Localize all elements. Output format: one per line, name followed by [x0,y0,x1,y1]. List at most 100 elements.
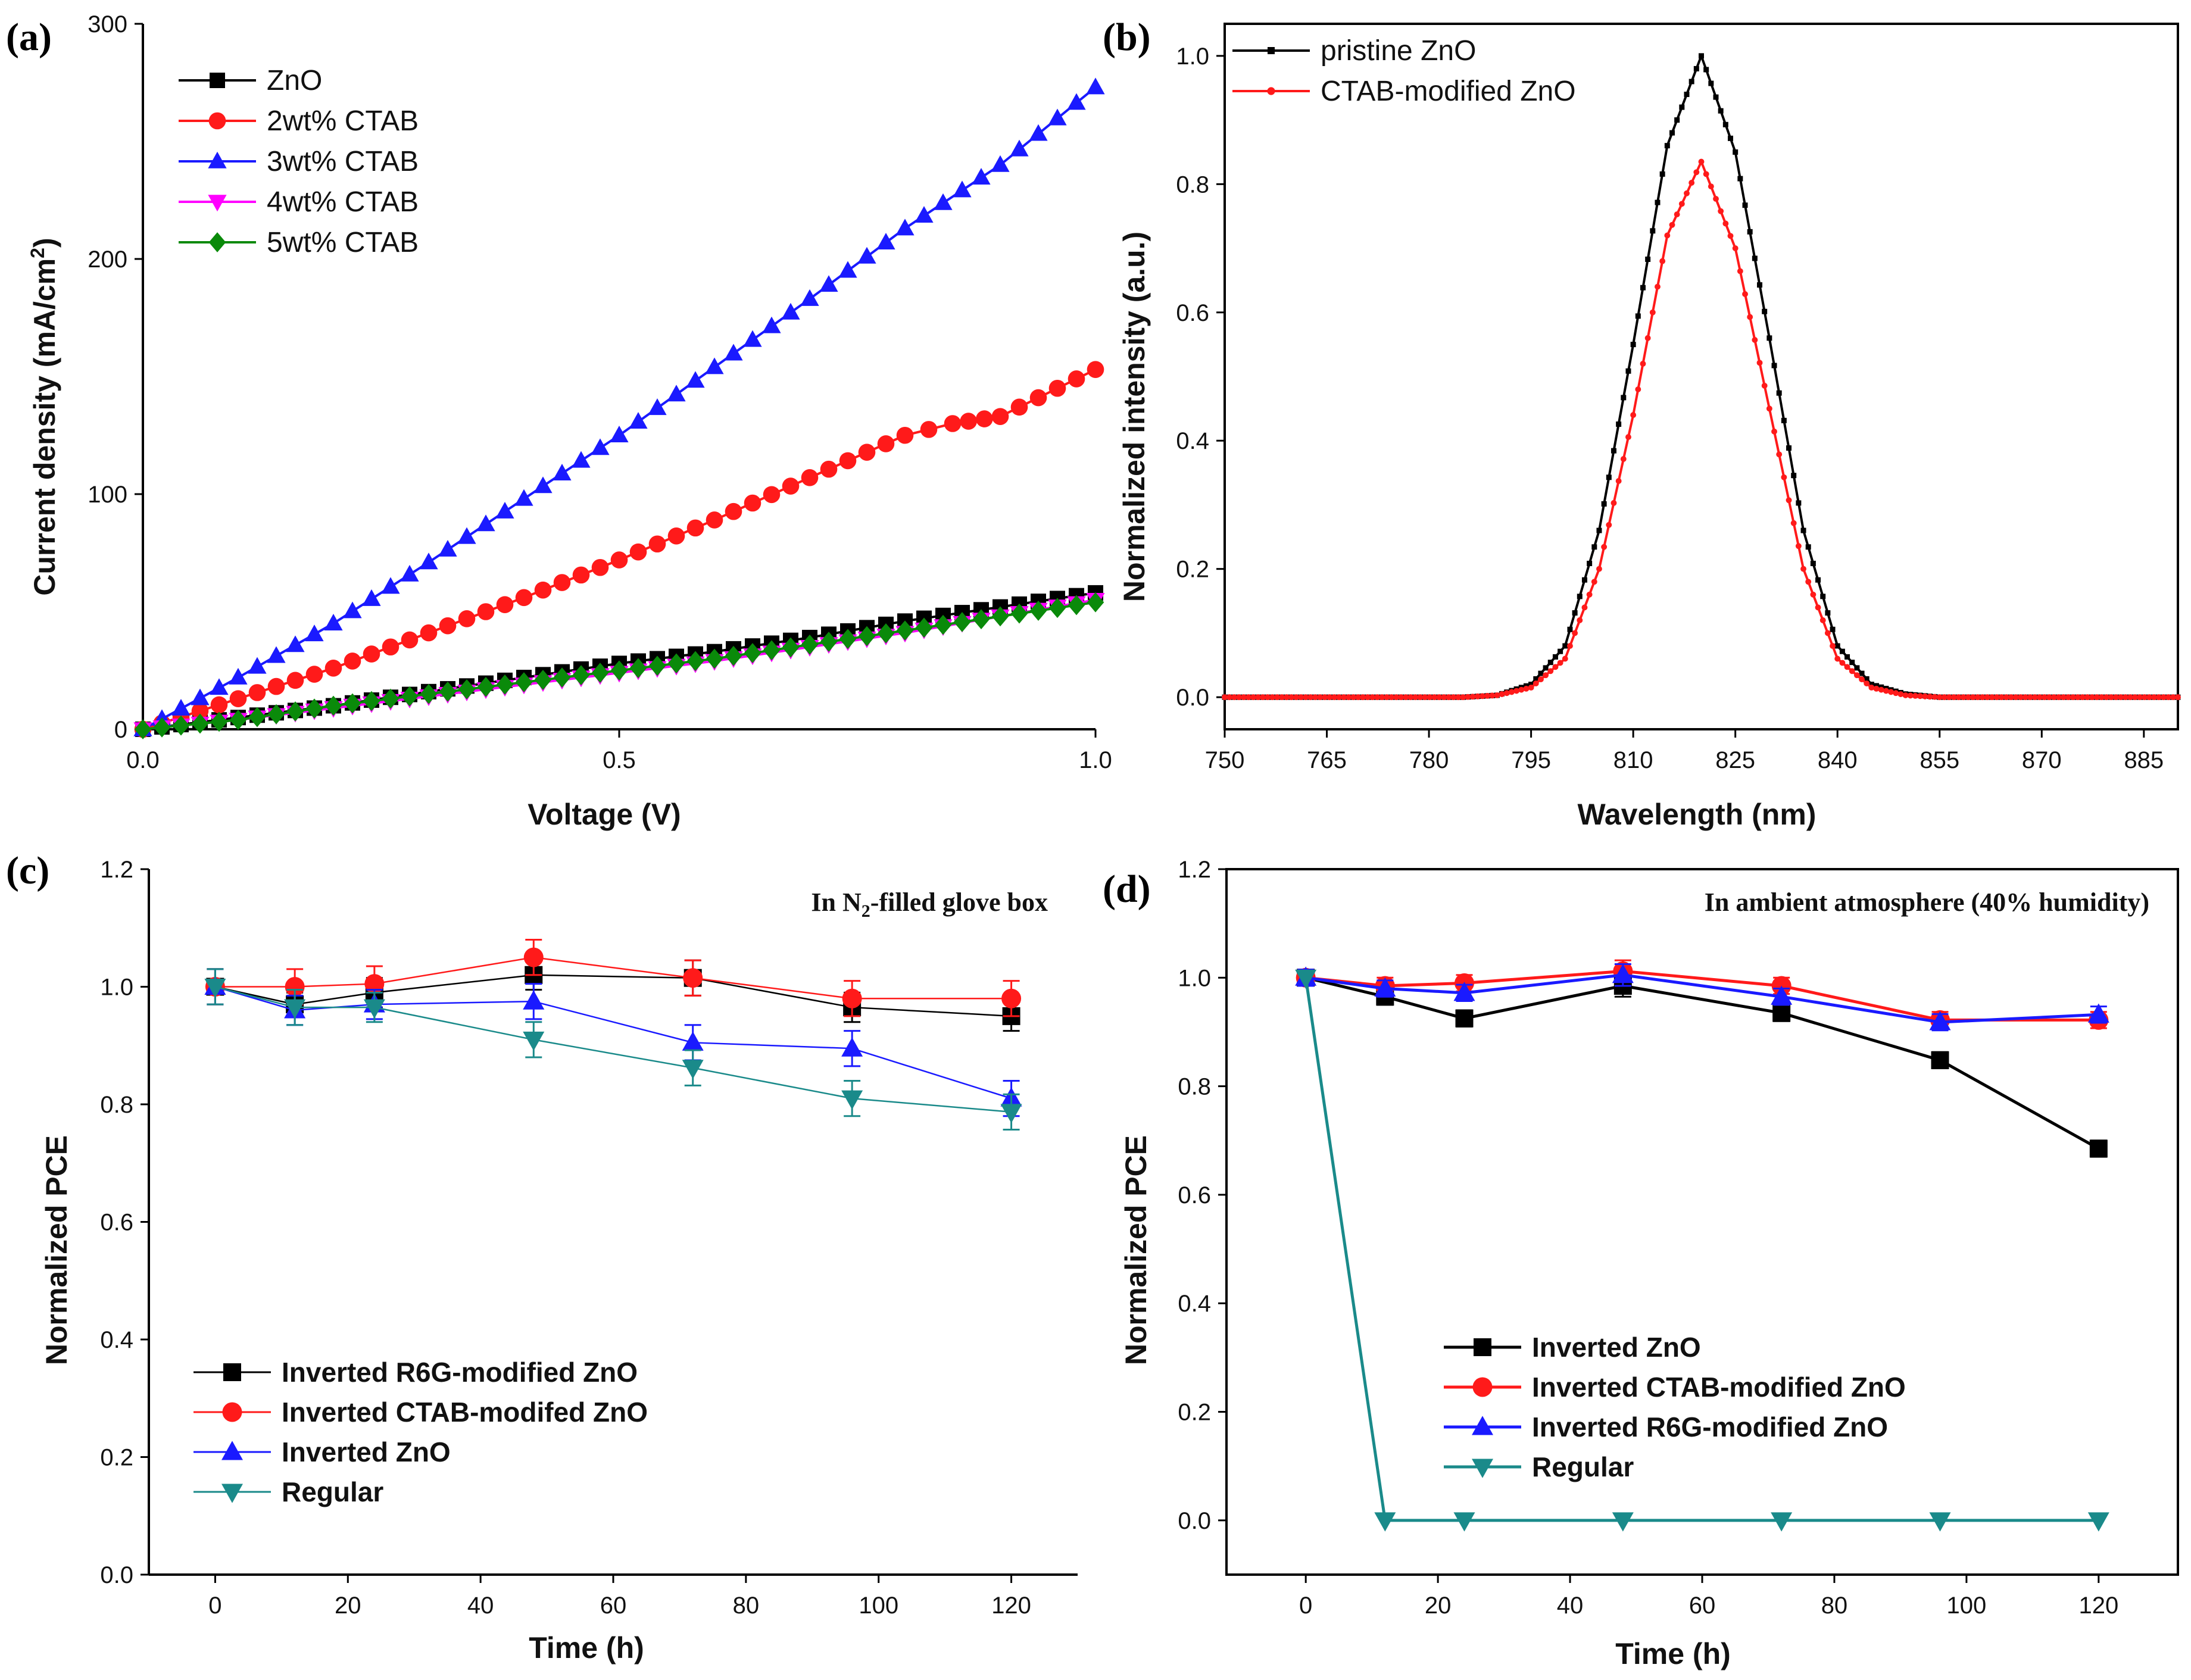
panel-a-y-tick-label: 100 [88,482,127,508]
panel-d-data-point-1 [1931,1051,1949,1069]
panel-b-data-point-2 [1897,691,1904,698]
panel-b-ticks: 750 765 780 795 810 825 840 855 870 885 0.0 0.2 0.4 0… [1176,43,2164,773]
panel-b-data-point-2 [1853,672,1860,679]
panel-a-data-point-3 [743,330,762,347]
panel-b-data-point-1 [1854,665,1860,671]
panel-a-data-point-5 [591,663,609,683]
panel-a-data-point-2 [763,486,781,504]
panel-a-y-axis-title: Current density (mA/cm2) [27,238,61,595]
panel-d-data-point-4 [2087,1512,2109,1532]
panel-b-data-point-1 [1815,577,1821,583]
panel-b-data-point-2 [1336,694,1343,701]
panel-a-data-point-5 [686,651,704,672]
panel-a-data-point-3 [762,316,781,333]
panel-a-data-point-5 [496,675,514,695]
panel-b-data-point-2 [1708,183,1714,190]
panel-d-data-point-1 [1455,1009,1474,1028]
panel-b-data-point-1 [1728,135,1734,141]
panel-b-data-point-2 [1878,686,1884,693]
panel-c-series [204,939,1022,1131]
panel-a-data-point-2 [686,519,704,537]
panel-b-data-point-1 [1771,363,1777,369]
panel-a-data-point-2 [515,589,533,607]
panel-c-legend-label: Regular [282,1476,383,1507]
panel-a-data-point-5 [305,698,323,719]
panel-c-data-point-2 [285,977,305,997]
panel-b-data-point-2 [1489,692,1496,699]
panel-b-data-point-2 [1688,180,1695,186]
panel-b-x-tick-label: 780 [1409,747,1449,773]
panel-a-data-point-5 [706,648,723,669]
panel-a-legend-marker [210,73,225,88]
panel-b-data-point-1 [1601,501,1607,507]
panel-a-data-point-3 [191,688,210,705]
panel-b-data-point-2 [1649,309,1656,316]
panel-b-data-point-2 [1327,694,1333,701]
panel-c-annotation-sub: 2 [862,901,870,921]
panel-b-data-point-1 [1713,94,1719,100]
panel-b-data-point-2 [1815,604,1821,611]
panel-a-data-point-3 [419,552,438,570]
panel-a-data-point-2 [401,631,419,649]
panel-b-data-point-2 [1260,694,1266,701]
panel-b-y-tick-label: 0.4 [1176,428,1209,454]
panel-b-data-point-2 [1484,692,1491,699]
panel-b-data-point-2 [1346,694,1352,701]
panel-c-x-tick-label: 20 [335,1592,361,1619]
panel-c-data-point-2 [683,968,703,988]
panel-a-data-point-2 [496,596,514,613]
panel-c-data-point-4 [284,999,306,1019]
panel-c-x-axis-title: Time (h) [529,1631,644,1665]
panel-a-data-point-2 [344,652,361,670]
panel-b-data-point-2 [1747,314,1753,320]
panel-b-data-point-2 [1781,474,1787,480]
panel-b-data-point-1 [1611,448,1616,454]
panel-a-data-point-5 [191,713,209,734]
panel-d: (d) 0 20 40 60 80 100 120 0.0 0.2 0.4 0.6 0.8 1.0 1.2… [1103,857,2179,1670]
panel-b-data-point-2 [2108,694,2114,701]
panel-a-data-point-3 [667,385,686,402]
panel-a-data-point-3 [267,646,286,663]
panel-b-data-point-2 [1824,630,1831,636]
panel-d-series [1295,959,2109,1532]
panel-d-legend-label: Inverted ZnO [1532,1332,1701,1363]
panel-b-data-point-2 [2146,694,2152,701]
panel-b-data-point-2 [1606,522,1612,528]
panel-b-data-point-2 [1625,434,1631,441]
panel-a-data-point-3 [381,577,400,594]
panel-b-y-tick-label: 0.2 [1176,557,1209,583]
panel-b-data-point-1 [1844,654,1850,660]
panel-a-legend: ZnO 2wt% CTAB 3wt% CTAB 4wt% CTAB 5wt% CTAB [179,65,419,258]
panel-a-data-point-3 [781,302,800,320]
panel-c-legend-label: Inverted R6G-modified ZnO [282,1357,638,1388]
panel-b-data-point-2 [1581,604,1588,611]
panel-a-data-point-5 [286,701,304,722]
panel-a-letter: (a) [6,15,52,59]
panel-b-data-point-1 [1849,660,1855,666]
panel-a-data-point-3 [1048,108,1067,126]
panel-b-data-point-2 [1572,630,1578,636]
panel-d-legend-entry: Regular [1444,1451,1634,1482]
panel-b-data-point-2 [1678,201,1685,207]
panel-b-data-point-1 [1552,654,1558,660]
panel-b-data-point-1 [1733,149,1739,155]
panel-a-data-point-3 [438,539,457,557]
panel-b-data-point-2 [1393,694,1400,701]
panel-a-data-point-5 [915,617,933,638]
panel-a-x-tick-label: 1.0 [1079,747,1112,773]
panel-b-legend-marker [1268,47,1275,54]
panel-d-y-tick-label: 1.2 [1178,857,1211,883]
panel-b-data-point-2 [1460,694,1466,701]
panel-b-data-point-2 [1790,520,1797,526]
panel-a-data-point-3 [1010,139,1029,157]
panel-a-data-point-5 [725,645,742,666]
panel-b-data-point-1 [1708,80,1714,86]
panel-a-data-point-3 [572,451,591,468]
panel-b-data-point-1 [1581,577,1587,583]
panel-a-data-point-3 [533,476,553,494]
panel-b-data-point-2 [1312,694,1319,701]
panel-b-data-point-2 [1441,694,1447,701]
panel-c-data-point-3 [682,1031,704,1051]
panel-d-x-tick-label: 40 [1557,1592,1584,1619]
panel-a-data-point-2 [267,677,285,695]
